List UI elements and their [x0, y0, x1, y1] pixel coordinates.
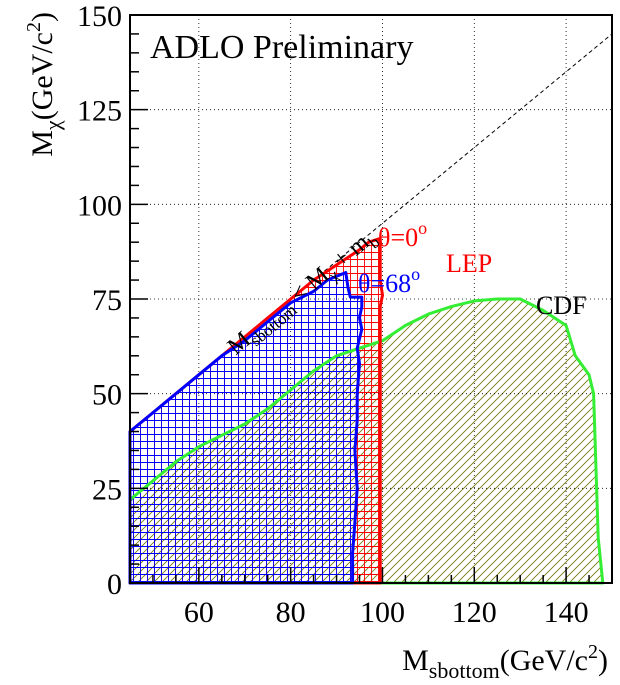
blue-theta-label: θ=68o — [358, 264, 420, 298]
y-tick-label: 100 — [77, 189, 122, 222]
fill-layer — [130, 238, 603, 583]
contour-cdf — [128, 297, 605, 585]
lep-label: LEP — [446, 249, 492, 278]
cdf-label: CDF — [536, 291, 587, 320]
contour-series-2 — [128, 271, 364, 585]
x-axis-label: Msbottom(GeV/c2) — [402, 641, 608, 683]
line-layer — [128, 33, 613, 585]
x-tick-label: 120 — [452, 596, 497, 629]
y-tick-label: 75 — [92, 284, 122, 317]
y-tick-label: 125 — [77, 95, 122, 128]
lep-theta-label: θ=0o — [378, 218, 427, 252]
y-tick-label: 0 — [107, 568, 122, 601]
text-layer: 60 80 100 120 140 0 25 50 75 100 125 150 ADLO Prelim… — [23, 0, 608, 683]
chart-title: ADLO Preliminary — [150, 29, 413, 66]
x-tick-label: 140 — [544, 596, 589, 629]
region-fill-series-2 — [130, 272, 362, 583]
x-tick-label: 100 — [360, 596, 405, 629]
y-tick-label: 150 — [77, 0, 122, 33]
y-tick-label: 25 — [92, 473, 122, 506]
y-axis-label: Mχ(GeV/c2) — [23, 12, 65, 157]
axes-layer — [129, 14, 613, 584]
x-tick-label: 80 — [276, 596, 306, 629]
x-tick-label: 60 — [184, 596, 214, 629]
kinematic-limit-line — [129, 33, 613, 432]
y-tick-label: 50 — [92, 379, 122, 412]
